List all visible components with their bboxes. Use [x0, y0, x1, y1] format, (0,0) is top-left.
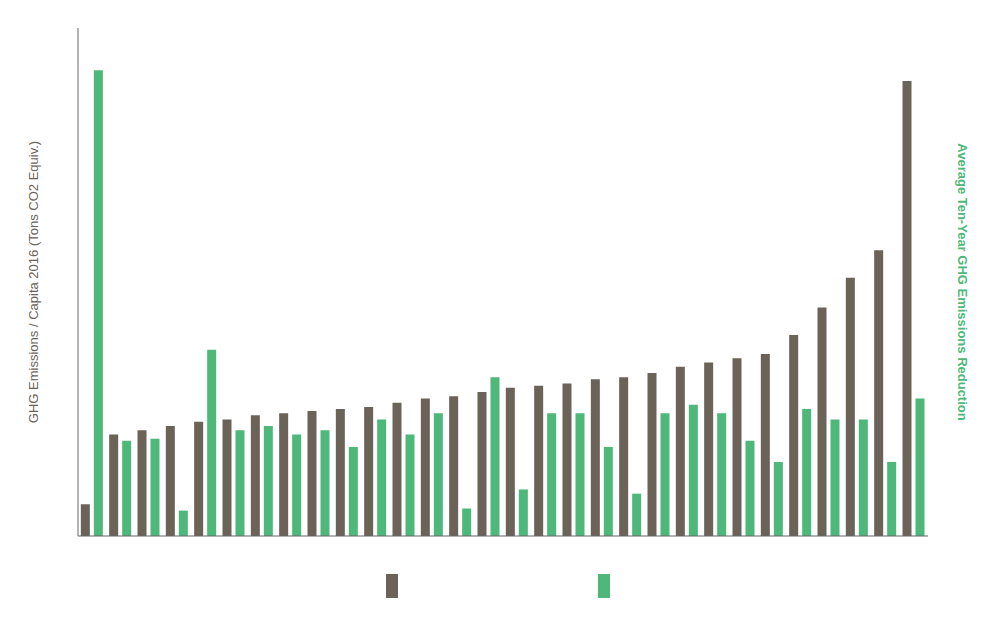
svg-text:Average Ten-Year GHG Emissions: Average Ten-Year GHG Emissions Reduction [955, 143, 970, 420]
svg-text:GHG Emissions / Capita 2016 (T: GHG Emissions / Capita 2016 (Tons CO2 Eq… [26, 141, 41, 423]
